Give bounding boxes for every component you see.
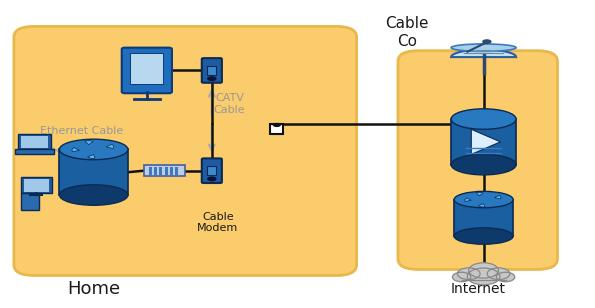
Circle shape — [469, 263, 499, 278]
Bar — [175, 167, 178, 175]
Text: Ethernet Cable: Ethernet Cable — [40, 126, 124, 136]
Bar — [462, 276, 506, 280]
Wedge shape — [85, 141, 93, 145]
Bar — [454, 200, 513, 236]
Text: Internet: Internet — [450, 282, 505, 296]
Wedge shape — [87, 155, 95, 158]
Circle shape — [207, 176, 217, 181]
FancyBboxPatch shape — [202, 58, 222, 83]
Bar — [15, 149, 54, 154]
Text: Home: Home — [67, 280, 120, 298]
Bar — [154, 167, 157, 175]
Polygon shape — [471, 129, 500, 154]
FancyBboxPatch shape — [122, 48, 172, 93]
Wedge shape — [476, 192, 483, 196]
Bar — [170, 167, 173, 175]
Circle shape — [496, 272, 515, 282]
Ellipse shape — [60, 185, 128, 205]
Bar — [207, 166, 217, 175]
Ellipse shape — [60, 139, 128, 160]
Bar — [207, 66, 217, 75]
Circle shape — [482, 39, 491, 44]
Bar — [21, 193, 39, 210]
Text: Cable
Co: Cable Co — [385, 16, 428, 49]
Bar — [165, 167, 168, 175]
Bar — [18, 134, 51, 149]
Bar — [149, 167, 152, 175]
Bar — [270, 124, 283, 134]
Ellipse shape — [451, 44, 516, 51]
Ellipse shape — [451, 154, 516, 175]
Circle shape — [207, 76, 217, 81]
Wedge shape — [72, 148, 80, 152]
Circle shape — [467, 268, 500, 285]
Bar — [159, 167, 162, 175]
FancyBboxPatch shape — [398, 51, 558, 270]
Circle shape — [273, 123, 281, 127]
Ellipse shape — [451, 109, 516, 129]
Bar — [21, 136, 48, 148]
Bar — [24, 179, 49, 192]
Wedge shape — [465, 198, 471, 201]
Circle shape — [487, 268, 510, 280]
FancyBboxPatch shape — [202, 158, 222, 183]
Bar — [130, 53, 164, 84]
FancyBboxPatch shape — [14, 26, 356, 276]
Wedge shape — [106, 144, 114, 148]
Wedge shape — [478, 204, 485, 207]
Text: CATV
Cable: CATV Cable — [214, 93, 245, 115]
Bar — [60, 149, 128, 195]
Bar — [21, 177, 52, 193]
Circle shape — [458, 268, 480, 280]
Polygon shape — [451, 50, 516, 57]
Bar — [451, 119, 516, 165]
Bar — [144, 165, 185, 176]
Ellipse shape — [454, 228, 513, 244]
Text: Cable
Modem: Cable Modem — [197, 212, 239, 233]
Ellipse shape — [454, 191, 513, 208]
Circle shape — [452, 272, 471, 282]
Wedge shape — [494, 195, 501, 199]
